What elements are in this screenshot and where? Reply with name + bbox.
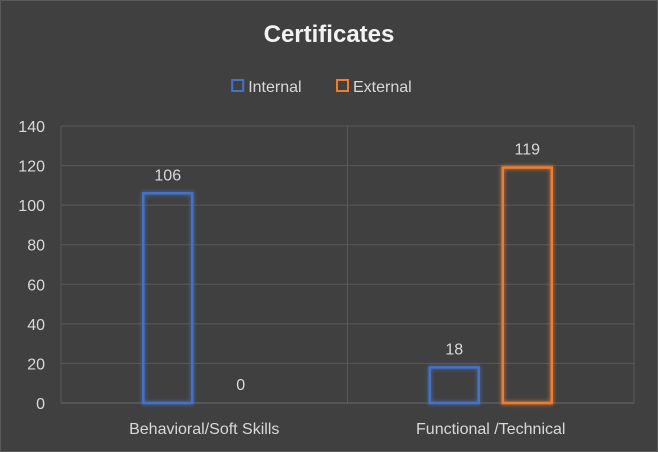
bars bbox=[142, 166, 553, 405]
data-labels: 106 0 18 119 bbox=[154, 142, 540, 394]
legend-label: Internal bbox=[248, 79, 301, 96]
y-tick-label: 20 bbox=[27, 356, 45, 373]
y-tick-label: 40 bbox=[27, 317, 45, 334]
x-tick-label: Functional /Technical bbox=[416, 421, 565, 438]
bar bbox=[428, 366, 480, 405]
data-label: 18 bbox=[445, 341, 463, 358]
legend: Internal External bbox=[231, 79, 412, 96]
legend-swatch bbox=[336, 79, 349, 92]
y-tick-label: 0 bbox=[36, 396, 45, 413]
y-tick-label: 100 bbox=[18, 198, 45, 215]
data-label: 119 bbox=[514, 142, 540, 159]
x-tick-label: Behavioral/Soft Skills bbox=[129, 421, 279, 438]
legend-label: External bbox=[353, 79, 412, 96]
chart-title: Certificates bbox=[263, 21, 395, 48]
y-axis: 0 20 40 60 80 100 120 140 bbox=[18, 119, 45, 413]
x-axis: Behavioral/Soft Skills Functional /Techni… bbox=[129, 421, 565, 438]
bar bbox=[142, 192, 194, 405]
bar bbox=[501, 166, 553, 405]
gridlines bbox=[60, 125, 635, 404]
y-tick-label: 80 bbox=[27, 238, 45, 255]
y-tick-label: 60 bbox=[27, 277, 45, 294]
y-tick-label: 120 bbox=[18, 159, 45, 176]
data-label: 0 bbox=[236, 377, 245, 394]
y-tick-label: 140 bbox=[18, 119, 45, 136]
legend-swatch bbox=[231, 79, 245, 92]
data-label: 106 bbox=[154, 167, 181, 184]
